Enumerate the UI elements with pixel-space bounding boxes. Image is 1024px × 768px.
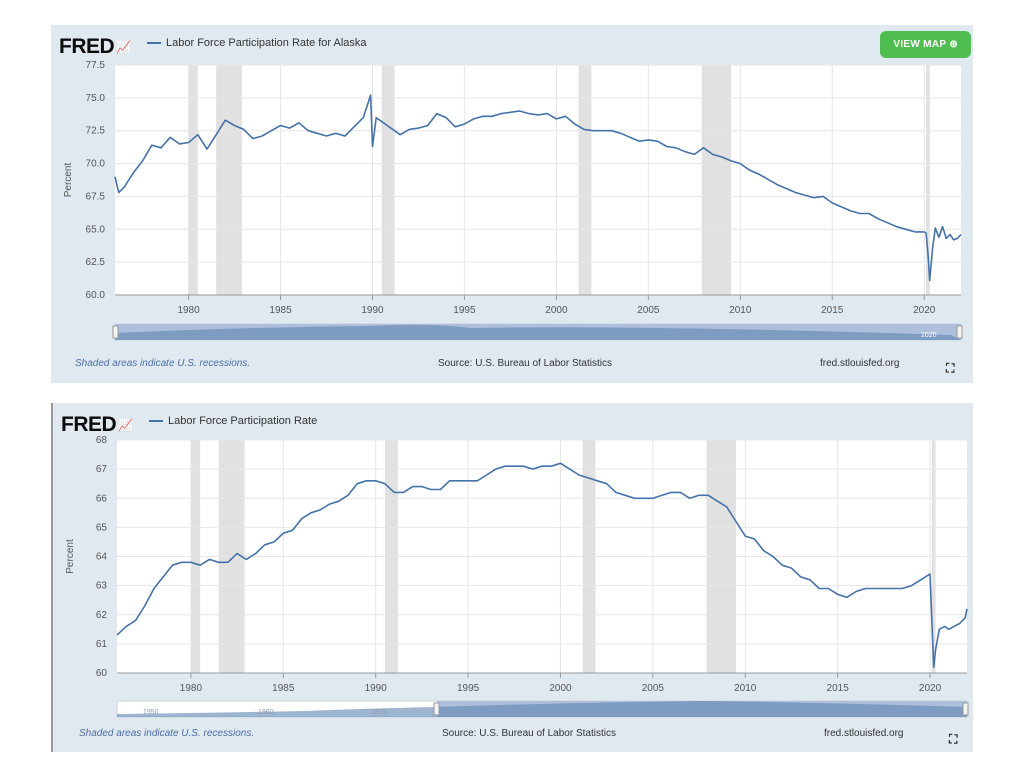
y-tick-label: 77.5 bbox=[86, 60, 106, 71]
x-tick-label: 2020 bbox=[913, 305, 936, 316]
legend-swatch bbox=[147, 42, 161, 44]
y-tick-label: 60 bbox=[96, 668, 108, 679]
y-tick-label: 64 bbox=[96, 552, 108, 563]
x-tick-label: 1980 bbox=[177, 305, 200, 316]
legend-swatch bbox=[149, 420, 163, 422]
x-tick-label: 2020 bbox=[919, 683, 942, 694]
navigator-year-label: 2020 bbox=[921, 332, 937, 339]
y-tick-label: 62.5 bbox=[86, 257, 106, 268]
sparkline-icon: 📈 bbox=[116, 40, 131, 55]
globe-icon: ⊕ bbox=[949, 39, 958, 50]
navigator-handle-right[interactable] bbox=[956, 325, 963, 339]
y-tick-label: 63 bbox=[96, 581, 108, 592]
navigator-handle-right[interactable] bbox=[962, 702, 969, 716]
x-tick-label: 1985 bbox=[269, 305, 292, 316]
navigator-handle-left[interactable] bbox=[112, 325, 119, 339]
y-tick-label: 70.0 bbox=[86, 159, 106, 170]
chart-panel-alaska: FRED 📈 Labor Force Participation Rate for… bbox=[51, 25, 973, 383]
recession-band bbox=[701, 65, 732, 295]
y-tick-label: 65 bbox=[96, 522, 108, 533]
series-line bbox=[114, 94, 962, 282]
recession-band bbox=[188, 65, 198, 295]
x-tick-label: 2000 bbox=[545, 305, 568, 316]
fullscreen-icon[interactable]: ⛶ bbox=[946, 361, 955, 375]
x-tick-label: 2015 bbox=[827, 683, 850, 694]
navigator-year-label: 1970 bbox=[371, 709, 387, 716]
series-line bbox=[116, 462, 968, 668]
y-tick-label: 75.0 bbox=[86, 93, 106, 104]
y-tick-label: 60.0 bbox=[86, 290, 106, 301]
recession-band bbox=[381, 65, 395, 295]
source-text: Source: U.S. Bureau of Labor Statistics bbox=[438, 358, 612, 369]
chart-legend: Labor Force Participation Rate bbox=[149, 415, 317, 427]
y-axis-label: Percent bbox=[63, 163, 74, 198]
range-navigator[interactable]: 2020 bbox=[51, 321, 973, 345]
chart-title: Labor Force Participation Rate for Alask… bbox=[166, 37, 367, 49]
view-map-label: VIEW MAP bbox=[893, 39, 947, 50]
site-link[interactable]: fred.stlouisfed.org bbox=[820, 358, 900, 369]
navigator-year-label: 1960 bbox=[258, 709, 274, 716]
fred-logo-text: FRED bbox=[61, 413, 117, 436]
x-tick-label: 1990 bbox=[365, 683, 388, 694]
recession-band bbox=[926, 65, 930, 295]
fred-logo[interactable]: FRED 📈 bbox=[59, 35, 131, 59]
x-tick-label: 2005 bbox=[642, 683, 665, 694]
line-chart-alaska[interactable]: 60.0 62.5 65.0 67.5 70.0 72.5 75.0 77.5 1980 1985… bbox=[51, 55, 973, 350]
x-tick-label: 2000 bbox=[549, 683, 572, 694]
fullscreen-icon[interactable]: ⛶ bbox=[949, 732, 958, 746]
x-tick-label: 1985 bbox=[272, 683, 295, 694]
range-navigator[interactable]: 1950 1960 1970 bbox=[53, 697, 973, 721]
y-tick-label: 72.5 bbox=[86, 126, 106, 137]
recession-note: Shaded areas indicate U.S. recessions. bbox=[79, 728, 255, 739]
x-tick-label: 2010 bbox=[734, 683, 757, 694]
fred-logo[interactable]: FRED 📈 bbox=[61, 413, 133, 437]
chart-panel-national: FRED 📈 Labor Force Participation Rate 60 6… bbox=[51, 403, 973, 752]
view-map-button[interactable]: VIEW MAP ⊕ bbox=[880, 31, 971, 58]
y-axis-label: Percent bbox=[65, 539, 76, 574]
navigator-handle-left[interactable] bbox=[433, 702, 440, 716]
y-tick-label: 68 bbox=[96, 435, 108, 446]
x-tick-label: 2005 bbox=[637, 305, 660, 316]
x-tick-label: 1990 bbox=[361, 305, 384, 316]
y-tick-label: 62 bbox=[96, 610, 108, 621]
x-tick-label: 1995 bbox=[453, 305, 476, 316]
y-tick-label: 61 bbox=[96, 639, 108, 650]
y-tick-label: 65.0 bbox=[86, 224, 106, 235]
x-tick-label: 1980 bbox=[180, 683, 203, 694]
fred-logo-text: FRED bbox=[59, 35, 115, 58]
line-chart-national[interactable]: 60 61 62 63 64 65 66 67 68 1980 1985 1990 1995 2000 20… bbox=[53, 433, 973, 723]
y-tick-label: 66 bbox=[96, 493, 108, 504]
x-tick-label: 2010 bbox=[729, 305, 752, 316]
plot-area bbox=[115, 65, 961, 295]
chart-title: Labor Force Participation Rate bbox=[168, 415, 318, 427]
navigator-series bbox=[115, 324, 961, 340]
chart-legend: Labor Force Participation Rate for Alask… bbox=[147, 37, 367, 49]
recession-band bbox=[216, 65, 242, 295]
site-link[interactable]: fred.stlouisfed.org bbox=[824, 728, 904, 739]
recession-band bbox=[578, 65, 592, 295]
source-text: Source: U.S. Bureau of Labor Statistics bbox=[442, 728, 616, 739]
recession-note: Shaded areas indicate U.S. recessions. bbox=[75, 358, 251, 369]
y-tick-label: 67.5 bbox=[86, 191, 106, 202]
y-tick-label: 67 bbox=[96, 464, 108, 475]
sparkline-icon: 📈 bbox=[118, 418, 133, 433]
navigator-series bbox=[117, 701, 967, 717]
x-tick-label: 2015 bbox=[821, 305, 844, 316]
navigator-year-label: 1950 bbox=[143, 709, 159, 716]
x-tick-label: 1995 bbox=[457, 683, 480, 694]
